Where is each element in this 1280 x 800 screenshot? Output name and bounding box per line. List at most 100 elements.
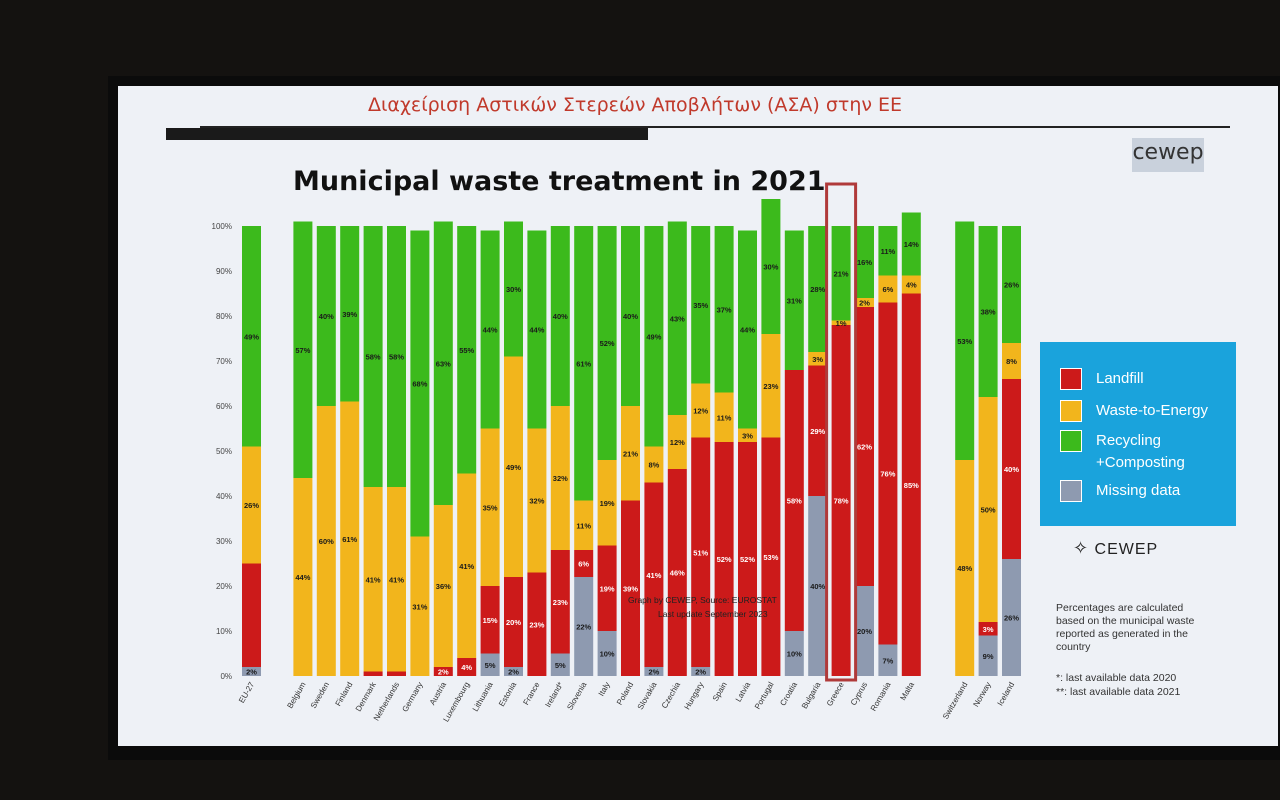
x-tick-label: Cyprus: [849, 681, 869, 707]
x-tick-label: Italy: [597, 681, 612, 698]
data-label: 2%: [508, 668, 519, 677]
data-label: 30%: [763, 263, 778, 272]
x-tick-label: Estonia: [497, 680, 518, 708]
bar-segment-landfill: [242, 563, 261, 667]
data-label: 20%: [857, 627, 872, 636]
data-label: 53%: [763, 553, 778, 562]
chart-title: Municipal waste treatment in 2021: [293, 166, 826, 197]
data-label: 49%: [244, 332, 259, 341]
bar-segment-landfill: [667, 469, 687, 676]
bar-segment-wte: [831, 320, 851, 325]
data-label: 4%: [461, 663, 472, 672]
y-tick-label: 0%: [220, 672, 232, 681]
y-tick-label: 90%: [216, 267, 232, 276]
bar-segment-wte: [978, 397, 998, 622]
x-tick-label: Romania: [869, 680, 893, 713]
bar-segment-landfill: [644, 482, 664, 667]
data-label: 39%: [342, 310, 357, 319]
bar-segment-wte: [504, 356, 523, 577]
data-label: 20%: [506, 618, 521, 627]
data-label: 44%: [295, 573, 310, 582]
data-label: 5%: [485, 661, 496, 670]
bar-segment-landfill: [738, 442, 757, 676]
data-label: 40%: [553, 312, 568, 321]
bar-segment-missing: [242, 667, 261, 676]
data-label: 32%: [529, 497, 544, 506]
x-tick-label: Germany: [400, 681, 424, 714]
x-tick-label: Malta: [898, 680, 916, 702]
bar-segment-landfill: [878, 302, 898, 645]
bar-segment-landfill: [480, 586, 500, 654]
data-label: 2%: [859, 299, 870, 308]
data-label: 35%: [693, 301, 708, 310]
data-label: 40%: [623, 312, 638, 321]
bar-segment-wte: [878, 275, 898, 303]
bar-segment-missing: [574, 577, 594, 676]
bar-segment-wte: [293, 478, 313, 676]
bar-segment-wte: [621, 406, 640, 501]
title-underline-bar: [166, 128, 648, 140]
x-tick-label: Slovakia: [636, 680, 659, 711]
title-rule: [200, 126, 1230, 128]
bar-segment-wte: [714, 392, 734, 442]
bar-segment-landfill: [784, 370, 804, 631]
bar-segment-missing: [597, 631, 617, 676]
data-label: 19%: [600, 584, 615, 593]
y-tick-label: 50%: [216, 447, 232, 456]
x-tick-label: Iceland: [996, 681, 1017, 708]
bar-segment-wte: [550, 406, 570, 550]
data-label: 30%: [506, 285, 521, 294]
data-label: 23%: [553, 598, 568, 607]
data-label: 85%: [904, 481, 919, 490]
data-label: 58%: [787, 497, 802, 506]
logo-text: CEWEP: [1094, 541, 1159, 558]
data-label: 41%: [459, 562, 474, 571]
bar-segment-recycling: [242, 226, 261, 447]
bar-segment-wte: [410, 536, 430, 676]
x-tick-label: Lithuania: [471, 680, 495, 713]
x-tick-label: Switzerland: [941, 681, 969, 721]
data-label: 44%: [529, 326, 544, 335]
bar-segment-recycling: [667, 221, 687, 415]
bar-segment-landfill: [550, 550, 570, 654]
y-tick-label: 10%: [216, 627, 232, 636]
data-label: 2%: [648, 668, 659, 677]
x-tick-label: France: [521, 680, 542, 707]
bar-segment-missing: [878, 644, 898, 676]
data-label: 29%: [810, 427, 825, 436]
data-label: 3%: [742, 431, 753, 440]
y-tick-label: 70%: [216, 357, 232, 366]
y-tick-label: 30%: [216, 537, 232, 546]
x-tick-label: Croatia: [778, 680, 799, 707]
x-tick-label: Portugal: [753, 680, 776, 710]
data-label: 2%: [695, 668, 706, 677]
data-label: 41%: [646, 571, 661, 580]
bar-segment-recycling: [293, 221, 313, 478]
data-label: 23%: [529, 620, 544, 629]
legend-swatch-missing: [1060, 480, 1082, 502]
bar-segment-wte: [738, 428, 757, 442]
x-tick-label: Slovenia: [565, 680, 588, 712]
bar-segment-recycling: [527, 230, 547, 429]
presentation-slide: Διαχείριση Αστικών Στερεών Αποβλήτων (ΑΣ…: [118, 86, 1278, 746]
bar-segment-wte: [955, 460, 975, 676]
bar-segment-wte: [457, 473, 477, 658]
data-label: 3%: [812, 355, 823, 364]
legend-swatch-landfill: [1060, 368, 1082, 390]
bar-segment-recycling: [550, 226, 570, 406]
data-label: 37%: [717, 305, 732, 314]
bar-segment-landfill: [457, 658, 477, 676]
bar-segment-landfill: [527, 572, 547, 676]
stacked-bar-chart: 0% 10% 20% 30% 40% 50% 60% 70% 80% 90% 100% 2% 26% 49…: [212, 182, 1021, 724]
x-tick-label: Hungary: [683, 681, 706, 712]
data-label: 4%: [906, 281, 917, 290]
data-label: 26%: [244, 501, 259, 510]
data-label: 26%: [1004, 614, 1019, 623]
bar-segment-landfill: [978, 622, 998, 636]
bar-segment-landfill: [574, 550, 594, 577]
bar-segment-recycling: [621, 226, 640, 406]
data-label: 11%: [717, 413, 732, 422]
legend-label-missing: Missing data: [1096, 482, 1181, 499]
data-label: 10%: [787, 650, 802, 659]
bar-segment-landfill: [808, 365, 828, 496]
